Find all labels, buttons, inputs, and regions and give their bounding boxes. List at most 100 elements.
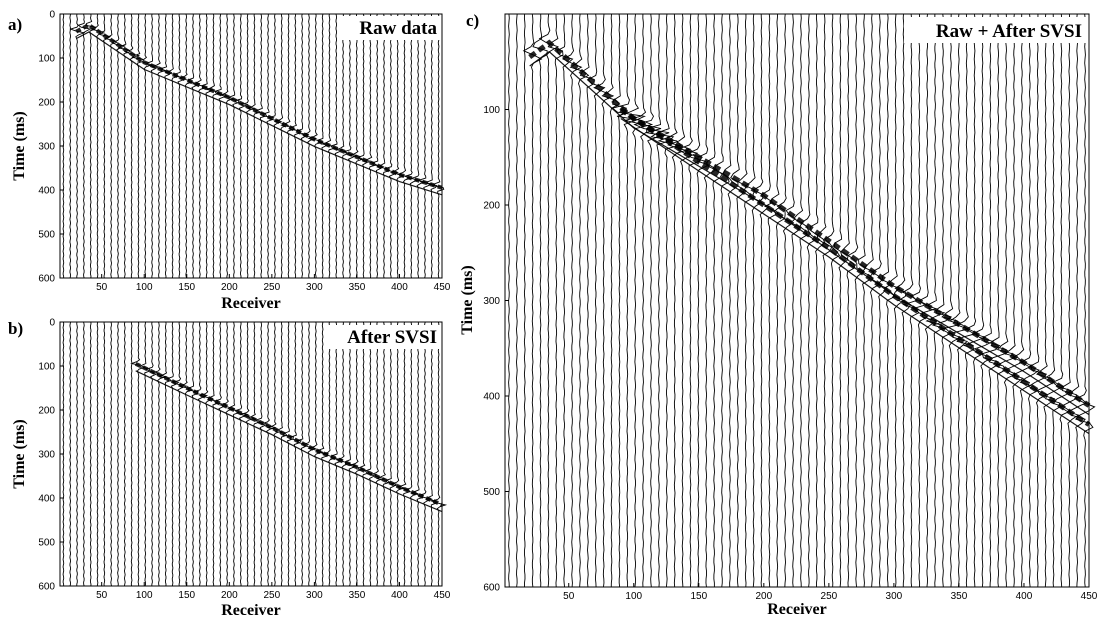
x-tick-label: 150 [178,282,195,293]
trace [697,13,718,588]
y-tick-label: 400 [38,186,55,197]
trace [167,321,180,587]
trace [268,13,283,279]
trace [136,13,154,279]
x-tick-label: 450 [1081,591,1098,602]
panel-a-x-ticks: 50 100 150 200 250 300 350 400 450 [96,274,451,293]
trace [330,321,343,587]
trace [403,13,420,279]
x-tick-label: 200 [221,282,238,293]
trace [569,13,590,588]
event-band-echo [75,31,443,196]
trace [785,13,801,588]
panel-a-title-bg [340,16,440,40]
trace [214,13,228,279]
trace [881,13,896,588]
trace [389,13,405,279]
trace [288,13,301,279]
trace [840,13,856,588]
trace [376,13,391,279]
trace [769,13,786,588]
trace [981,13,1001,588]
trace [714,13,730,588]
y-tick-label: 200 [38,98,55,109]
trace [207,321,219,587]
trace [389,321,406,587]
y-tick-label: 400 [483,392,500,403]
trace [213,321,229,587]
trace [988,13,1007,588]
panel-b-y-ticks: 0 100 200 300 400 500 600 [38,318,64,593]
panel-a-events [75,22,443,196]
trace [1011,13,1033,588]
event-band-echo [135,370,443,513]
trace [971,13,995,588]
event-band-echo [620,118,1090,435]
trace [246,321,261,587]
trace [650,13,682,588]
trace [234,321,249,587]
y-tick-label: 0 [49,318,55,329]
panel-b-title: After SVSI [347,327,437,348]
trace [1067,13,1087,588]
trace [761,13,777,588]
trace [344,321,357,587]
trace [198,321,215,587]
y-tick-label: 300 [483,296,500,307]
trace [253,13,268,279]
trace [103,322,106,587]
x-tick-label: 250 [821,591,838,602]
trace [593,13,615,588]
trace [601,13,621,588]
trace [98,14,112,279]
trace [925,13,946,588]
trace [335,13,350,279]
y-tick-label: 600 [483,583,500,594]
trace [130,321,147,587]
trace [1050,13,1072,588]
y-tick-label: 100 [38,54,55,65]
trace [737,13,754,588]
trace [282,321,294,587]
trace [131,13,145,279]
panel-b-title-bg [326,325,440,349]
panel-c-traces [508,13,1096,588]
trace [76,321,78,587]
panel-a-y-ticks: 0 100 200 300 400 500 600 [38,10,64,285]
trace [178,321,194,587]
trace [280,13,296,279]
trace [89,321,92,587]
panel-c-y-label: Time (ms) [459,265,476,334]
y-tick-label: 100 [483,105,500,116]
y-tick-label: 300 [38,142,55,153]
x-tick-label: 350 [951,591,968,602]
panel-b-x-ticks: 50 100 150 200 250 300 350 400 450 [96,582,451,601]
panel-c-title-bg [904,17,1086,43]
trace [348,13,364,279]
panel-c-title: Raw + After SVSI [936,21,1082,42]
x-tick-label: 150 [178,590,195,601]
y-tick-label: 600 [38,582,55,593]
trace [587,13,606,588]
panel-b-traces [62,321,448,587]
trace [240,13,256,279]
trace [625,13,662,588]
x-tick-label: 200 [755,591,772,602]
x-tick-label: 50 [563,591,575,602]
trace [150,13,167,279]
x-tick-label: 100 [136,590,153,601]
trace [178,13,194,279]
trace [397,321,411,587]
trace [431,13,445,279]
trace [83,321,85,587]
x-tick-label: 350 [349,590,366,601]
y-tick-label: 200 [483,201,500,212]
trace [173,13,187,279]
trace [931,13,952,588]
x-tick-label: 300 [306,282,323,293]
x-tick-label: 300 [886,591,903,602]
x-tick-label: 100 [136,282,153,293]
trace [300,13,318,279]
trace [362,13,378,279]
trace [69,13,72,279]
